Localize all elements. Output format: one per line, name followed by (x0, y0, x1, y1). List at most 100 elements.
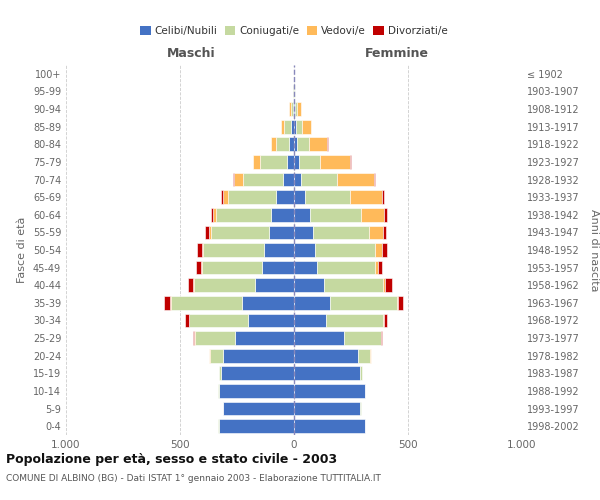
Bar (398, 296, 403, 310)
Bar (290, 120, 294, 134)
Bar (331, 296, 397, 310)
Bar (350, 190, 382, 204)
Bar (294, 102, 295, 116)
Bar (219, 384, 294, 398)
Bar (317, 260, 375, 274)
Bar (248, 314, 294, 328)
Bar (294, 190, 305, 204)
Bar (211, 226, 269, 239)
Bar (185, 314, 188, 328)
Bar (217, 208, 271, 222)
Bar (209, 226, 211, 239)
Bar (195, 331, 235, 345)
Bar (242, 296, 294, 310)
Bar (269, 226, 294, 239)
Bar (361, 208, 384, 222)
Bar (233, 172, 242, 186)
Bar (294, 243, 314, 257)
Bar (188, 278, 193, 292)
Bar (294, 226, 313, 239)
Text: Popolazione per età, sesso e stato civile - 2003: Popolazione per età, sesso e stato civil… (6, 452, 337, 466)
Bar (314, 243, 375, 257)
Bar (213, 208, 217, 222)
Bar (310, 208, 361, 222)
Bar (255, 278, 294, 292)
Bar (383, 314, 387, 328)
Bar (200, 260, 202, 274)
Bar (294, 138, 298, 151)
Bar (337, 172, 374, 186)
Bar (385, 278, 392, 292)
Bar (296, 120, 302, 134)
Bar (223, 402, 294, 415)
Bar (276, 190, 294, 204)
Bar (294, 420, 365, 433)
Bar (196, 260, 200, 274)
Bar (360, 366, 362, 380)
Bar (219, 420, 294, 433)
Bar (294, 208, 310, 222)
Bar (309, 138, 327, 151)
Bar (194, 278, 255, 292)
Bar (271, 208, 294, 222)
Bar (294, 366, 360, 380)
Bar (374, 172, 375, 186)
Bar (294, 402, 360, 415)
Y-axis label: Anni di nascita: Anni di nascita (589, 209, 599, 291)
Bar (375, 260, 379, 274)
Bar (382, 243, 388, 257)
Bar (358, 349, 370, 362)
Bar (294, 349, 358, 362)
Bar (294, 384, 365, 398)
Bar (294, 296, 331, 310)
Bar (301, 172, 337, 186)
Bar (289, 138, 294, 151)
Bar (294, 172, 301, 186)
Bar (289, 102, 290, 116)
Bar (383, 278, 385, 292)
Text: Maschi: Maschi (167, 46, 216, 60)
Bar (299, 155, 320, 169)
Bar (295, 102, 298, 116)
Bar (397, 296, 398, 310)
Bar (379, 260, 382, 274)
Bar (219, 366, 221, 380)
Bar (202, 243, 203, 257)
Bar (381, 331, 382, 345)
Bar (265, 243, 294, 257)
Bar (170, 296, 171, 310)
Bar (320, 155, 350, 169)
Bar (221, 190, 223, 204)
Bar (209, 349, 223, 362)
Bar (369, 226, 383, 239)
Bar (290, 102, 293, 116)
Bar (203, 243, 265, 257)
Text: COMUNE DI ALBINO (BG) - Dati ISTAT 1° gennaio 2003 - Elaborazione TUTTITALIA.IT: COMUNE DI ALBINO (BG) - Dati ISTAT 1° ge… (6, 474, 381, 483)
Bar (205, 226, 209, 239)
Bar (293, 102, 294, 116)
Bar (197, 243, 202, 257)
Bar (243, 172, 283, 186)
Bar (313, 226, 369, 239)
Bar (223, 190, 228, 204)
Bar (283, 172, 294, 186)
Bar (171, 296, 242, 310)
Bar (271, 138, 276, 151)
Bar (383, 226, 386, 239)
Bar (298, 102, 301, 116)
Bar (384, 208, 388, 222)
Bar (323, 278, 383, 292)
Bar (326, 314, 383, 328)
Bar (294, 278, 323, 292)
Bar (298, 138, 309, 151)
Bar (262, 260, 294, 274)
Bar (294, 120, 296, 134)
Bar (382, 190, 383, 204)
Bar (281, 120, 284, 134)
Bar (287, 155, 294, 169)
Text: Femmine: Femmine (365, 46, 428, 60)
Bar (228, 190, 276, 204)
Y-axis label: Fasce di età: Fasce di età (17, 217, 27, 283)
Bar (344, 331, 380, 345)
Bar (221, 366, 294, 380)
